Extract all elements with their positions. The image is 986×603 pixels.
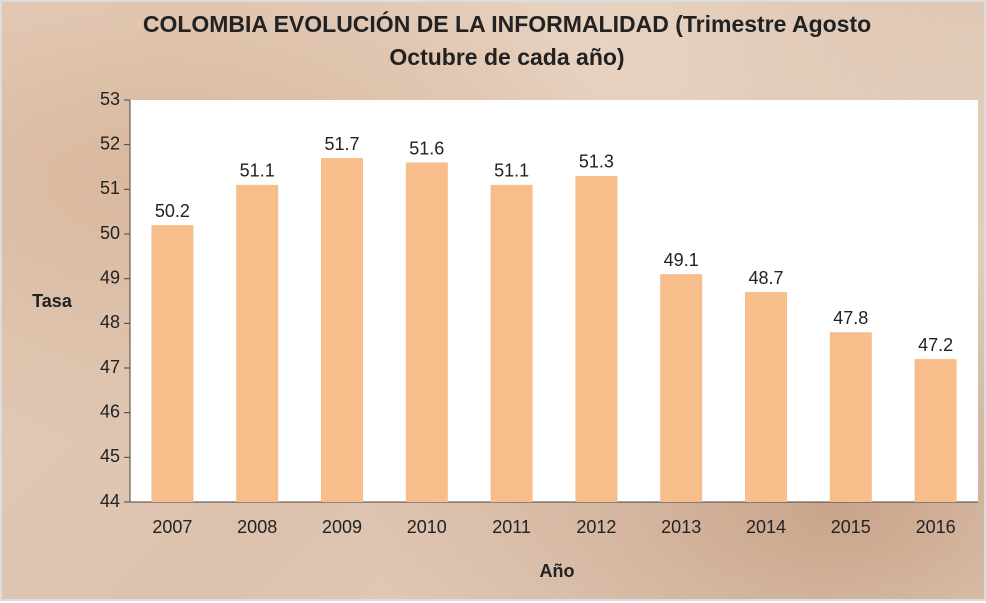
bar [405, 162, 448, 503]
y-tick-label: 50 [100, 223, 120, 243]
data-label: 47.2 [918, 335, 953, 355]
y-tick-label: 44 [100, 491, 120, 511]
x-axis-label: Año [540, 561, 575, 581]
x-tick-label: 2012 [576, 517, 616, 537]
data-label: 51.1 [494, 161, 529, 181]
x-tick-label: 2007 [152, 517, 192, 537]
y-tick-label: 51 [100, 178, 120, 198]
bar [575, 175, 618, 502]
data-label: 50.2 [155, 201, 190, 221]
data-label: 51.3 [579, 152, 614, 172]
bar [914, 359, 957, 502]
x-tick-label: 2011 [492, 517, 531, 537]
y-axis-label: Tasa [32, 291, 73, 311]
data-label: 51.1 [240, 161, 275, 181]
y-tick-label: 53 [100, 89, 120, 109]
y-tick-label: 47 [100, 357, 120, 377]
data-label: 49.1 [664, 250, 699, 270]
x-tick-label: 2013 [661, 517, 701, 537]
x-tick-label: 2016 [916, 517, 956, 537]
data-label: 51.6 [409, 138, 444, 158]
bar [745, 292, 787, 502]
y-tick-label: 52 [100, 133, 120, 153]
y-tick-label: 48 [100, 312, 120, 332]
bar [236, 184, 279, 502]
bar [490, 184, 533, 502]
data-label: 48.7 [748, 268, 783, 288]
x-tick-label: 2014 [746, 517, 786, 537]
y-tick-label: 46 [100, 401, 120, 421]
y-tick-label: 45 [100, 446, 120, 466]
x-tick-label: 2010 [407, 517, 447, 537]
y-tick-label: 49 [100, 267, 120, 287]
bar [660, 274, 703, 502]
x-tick-label: 2009 [322, 517, 362, 537]
data-label: 47.8 [833, 308, 868, 328]
chart-title: COLOMBIA EVOLUCIÓN DE LA INFORMALIDAD (T… [142, 11, 872, 70]
bar [829, 332, 872, 502]
x-tick-label: 2015 [831, 517, 871, 537]
x-tick-label: 2008 [237, 517, 277, 537]
data-label: 51.7 [324, 134, 359, 154]
bar [151, 225, 194, 503]
bar [321, 158, 363, 503]
